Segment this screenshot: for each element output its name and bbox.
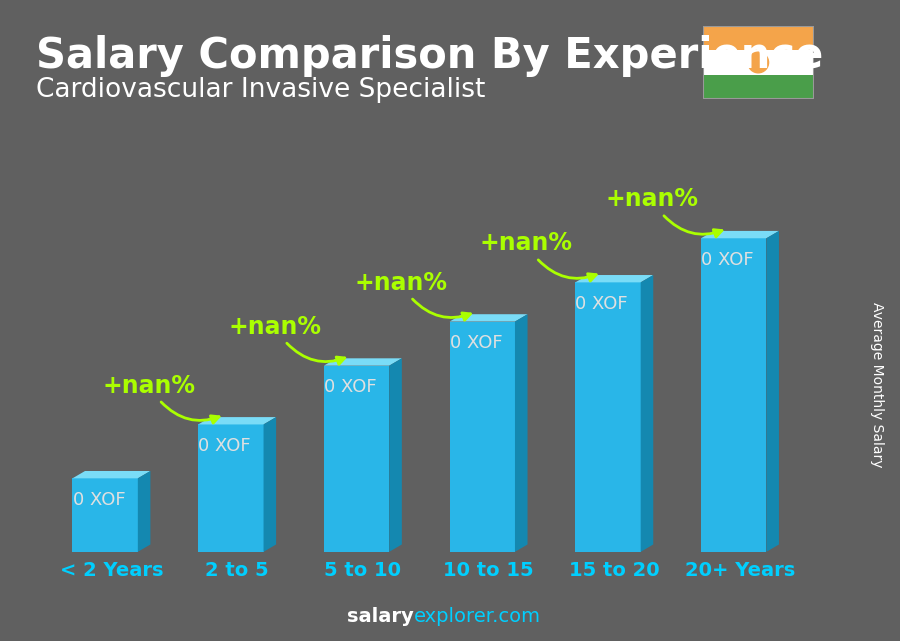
Polygon shape [515, 314, 527, 552]
FancyBboxPatch shape [450, 322, 515, 552]
FancyBboxPatch shape [73, 478, 138, 552]
Text: 0 XOF: 0 XOF [575, 295, 628, 313]
Bar [703, 50, 814, 75]
Polygon shape [390, 358, 401, 552]
Text: 0 XOF: 0 XOF [450, 334, 502, 352]
Polygon shape [324, 358, 401, 365]
Polygon shape [198, 417, 276, 424]
Polygon shape [701, 231, 779, 238]
Text: 0 XOF: 0 XOF [73, 490, 125, 508]
FancyBboxPatch shape [575, 283, 641, 552]
Text: 5 to 10: 5 to 10 [324, 561, 401, 579]
Text: < 2 Years: < 2 Years [59, 561, 163, 579]
Polygon shape [641, 275, 653, 552]
Polygon shape [138, 471, 150, 552]
Polygon shape [575, 275, 653, 283]
FancyBboxPatch shape [198, 424, 264, 552]
Text: +nan%: +nan% [354, 271, 447, 295]
Text: 10 to 15: 10 to 15 [444, 561, 534, 579]
Text: Average Monthly Salary: Average Monthly Salary [870, 302, 885, 467]
Text: 20+ Years: 20+ Years [685, 561, 795, 579]
Text: explorer.com: explorer.com [414, 607, 541, 626]
Text: +nan%: +nan% [103, 374, 195, 397]
Text: 0 XOF: 0 XOF [701, 251, 753, 269]
Text: +nan%: +nan% [606, 187, 698, 212]
Polygon shape [73, 471, 150, 478]
Text: Cardiovascular Invasive Specialist: Cardiovascular Invasive Specialist [36, 77, 485, 103]
Text: +nan%: +nan% [480, 231, 572, 255]
Text: +nan%: +nan% [229, 315, 321, 338]
Bar [703, 75, 814, 99]
Polygon shape [767, 231, 779, 552]
Bar [703, 26, 814, 50]
Text: 0 XOF: 0 XOF [198, 437, 251, 454]
FancyBboxPatch shape [324, 365, 390, 552]
Text: salary: salary [347, 607, 414, 626]
Circle shape [748, 52, 769, 73]
Text: 0 XOF: 0 XOF [324, 378, 376, 396]
Text: Salary Comparison By Experience: Salary Comparison By Experience [36, 35, 824, 78]
Text: 15 to 20: 15 to 20 [569, 561, 660, 579]
Polygon shape [264, 417, 276, 552]
FancyBboxPatch shape [701, 238, 767, 552]
Polygon shape [450, 314, 527, 322]
Text: 2 to 5: 2 to 5 [205, 561, 269, 579]
